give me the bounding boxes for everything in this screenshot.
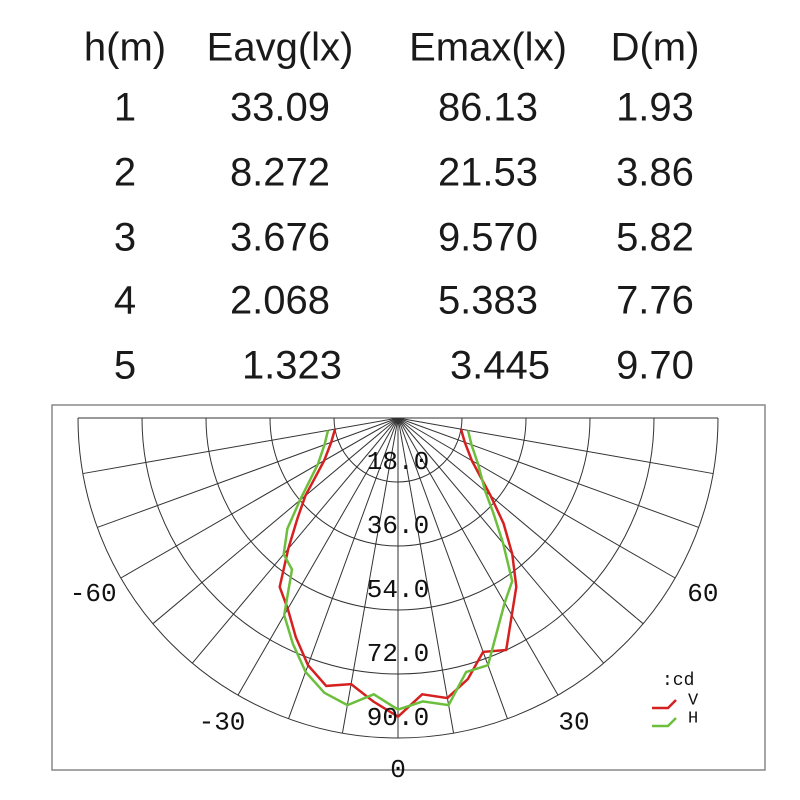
theta-tick-label: 0 [390, 755, 406, 785]
table-cell: 4 [114, 279, 136, 323]
table-cell: 3.445 [450, 344, 550, 388]
ring [269, 417, 527, 547]
r-tick-label: 54.0 [367, 575, 429, 605]
r-tick-label: 18.0 [367, 447, 429, 477]
table-header: D(m) [611, 26, 700, 70]
spoke [397, 417, 676, 579]
table-cell: 2.068 [230, 279, 330, 323]
spoke [120, 417, 399, 579]
spoke [191, 417, 399, 664]
table-cell: 5.383 [438, 279, 538, 323]
table-cell: 5.82 [616, 216, 694, 260]
spoke [97, 417, 399, 528]
r-tick-label: 36.0 [367, 511, 429, 541]
theta-tick-label: -60 [70, 579, 117, 609]
ring [333, 417, 463, 483]
table-header: Eavg(lx) [207, 26, 354, 70]
table-cell: 3.86 [616, 151, 694, 195]
table-header: Emax(lx) [409, 26, 567, 70]
theta-tick-label: 60 [687, 579, 718, 609]
legend-swatch [652, 699, 677, 710]
r-tick-label: 72.0 [367, 639, 429, 669]
spoke [237, 417, 399, 696]
table-cell: 9.570 [438, 216, 538, 260]
table-cell: 2 [114, 151, 136, 195]
spoke [82, 417, 399, 475]
spoke [397, 417, 508, 719]
table-cell: 1 [114, 86, 136, 130]
legend-label: H [688, 709, 698, 728]
spoke [397, 417, 605, 664]
table-cell: 3 [114, 216, 136, 260]
spoke [397, 417, 559, 696]
ring [141, 417, 655, 675]
legend-swatch [652, 717, 677, 728]
table-cell: 86.13 [438, 86, 538, 130]
table-cell: 9.70 [616, 344, 694, 388]
theta-tick-label: -30 [199, 708, 246, 738]
chart-frame [51, 404, 766, 771]
curve-h [282, 430, 514, 711]
table-cell: 1.93 [616, 86, 694, 130]
spoke [397, 417, 699, 528]
ring [205, 417, 591, 611]
legend-unit: :cd [662, 671, 694, 691]
ring [77, 417, 719, 739]
spoke [152, 417, 399, 625]
table-cell: 8.272 [230, 151, 330, 195]
spoke [397, 417, 644, 625]
table-cell: 3.676 [230, 216, 330, 260]
spoke [397, 417, 455, 734]
table-cell: 1.323 [242, 344, 342, 388]
r-tick-label: 90.0 [367, 703, 429, 733]
spoke [288, 417, 399, 719]
table-cell: 5 [114, 344, 136, 388]
table-cell: 7.76 [616, 279, 694, 323]
table-cell: 21.53 [438, 151, 538, 195]
theta-tick-label: 30 [558, 708, 589, 738]
table-header: h(m) [84, 26, 166, 70]
curve-v [278, 428, 518, 719]
legend-label: V [688, 691, 699, 710]
table-cell: 33.09 [230, 86, 330, 130]
spoke [397, 417, 714, 475]
spoke [341, 417, 399, 734]
